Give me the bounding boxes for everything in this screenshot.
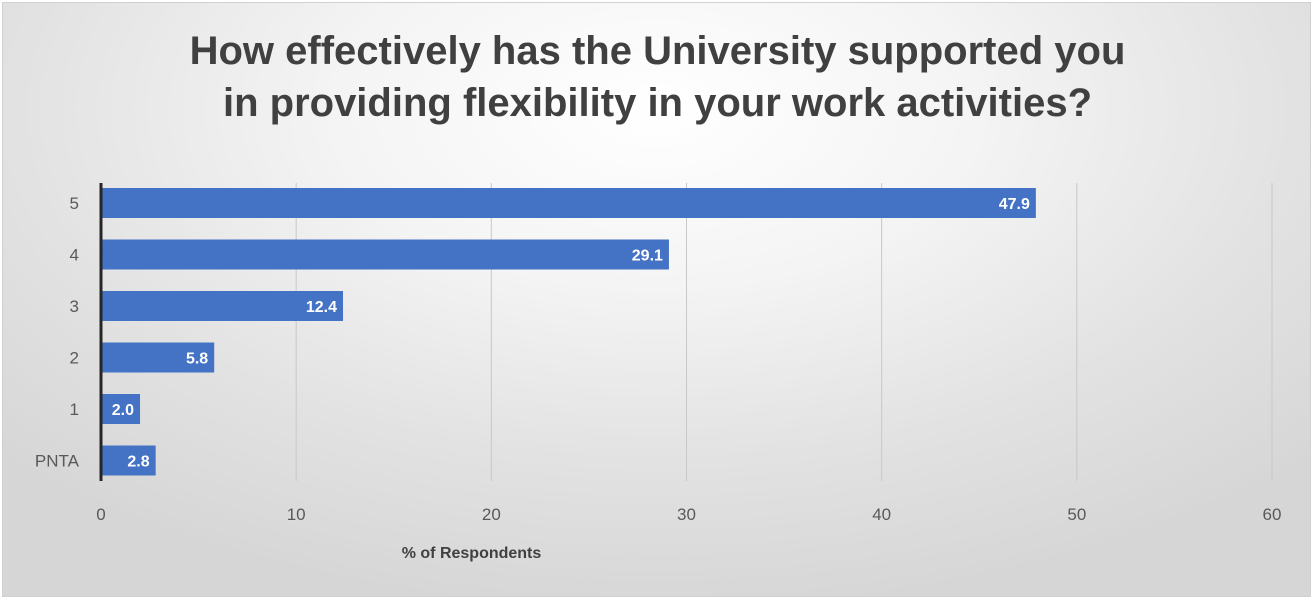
chart-plot: 0 10 20 30 40 50 60 47.9 5 29.1 4 12.4 3 5.8 2 2.0 1 2.8 P… bbox=[35, 183, 1282, 562]
y-tick-label: 4 bbox=[70, 246, 79, 265]
data-label: 12.4 bbox=[306, 299, 337, 316]
data-label: 47.9 bbox=[999, 196, 1030, 213]
x-tick-label: 60 bbox=[1263, 505, 1282, 524]
x-tick-label: 30 bbox=[677, 505, 696, 524]
x-tick-label: 10 bbox=[287, 505, 306, 524]
y-tick-label: 1 bbox=[70, 400, 79, 419]
y-tick-label: 3 bbox=[70, 297, 79, 316]
y-tick-label: 2 bbox=[70, 349, 79, 368]
x-tick-label: 40 bbox=[872, 505, 891, 524]
chart-title-line-1: How effectively has the University suppo… bbox=[189, 29, 1126, 73]
bars bbox=[101, 188, 1036, 476]
y-tick-label: 5 bbox=[70, 194, 79, 213]
bar-2 bbox=[101, 342, 215, 373]
data-label: 2.0 bbox=[112, 402, 134, 419]
bar-1 bbox=[101, 394, 141, 424]
x-tick-label: 20 bbox=[482, 505, 501, 524]
bar-PNTA bbox=[101, 445, 156, 476]
data-label: 29.1 bbox=[632, 248, 663, 265]
y-tick-label: PNTA bbox=[35, 452, 80, 471]
x-axis-title: % of Respondents bbox=[402, 545, 542, 562]
labels: 0 10 20 30 40 50 60 47.9 5 29.1 4 12.4 3 5.8 2 2.0 1 2.8 P… bbox=[35, 194, 1282, 562]
data-label: 5.8 bbox=[186, 351, 208, 368]
chart-title: How effectively has the University suppo… bbox=[3, 25, 1310, 129]
grid-lines bbox=[295, 183, 1273, 481]
x-tick-label: 0 bbox=[96, 505, 105, 524]
bar-3 bbox=[101, 291, 344, 321]
x-tick-label: 50 bbox=[1067, 505, 1086, 524]
chart-title-line-2: in providing flexibility in your work ac… bbox=[222, 81, 1093, 125]
data-label: 2.8 bbox=[127, 454, 149, 471]
bar-4 bbox=[101, 239, 669, 270]
bar-5 bbox=[101, 188, 1036, 218]
